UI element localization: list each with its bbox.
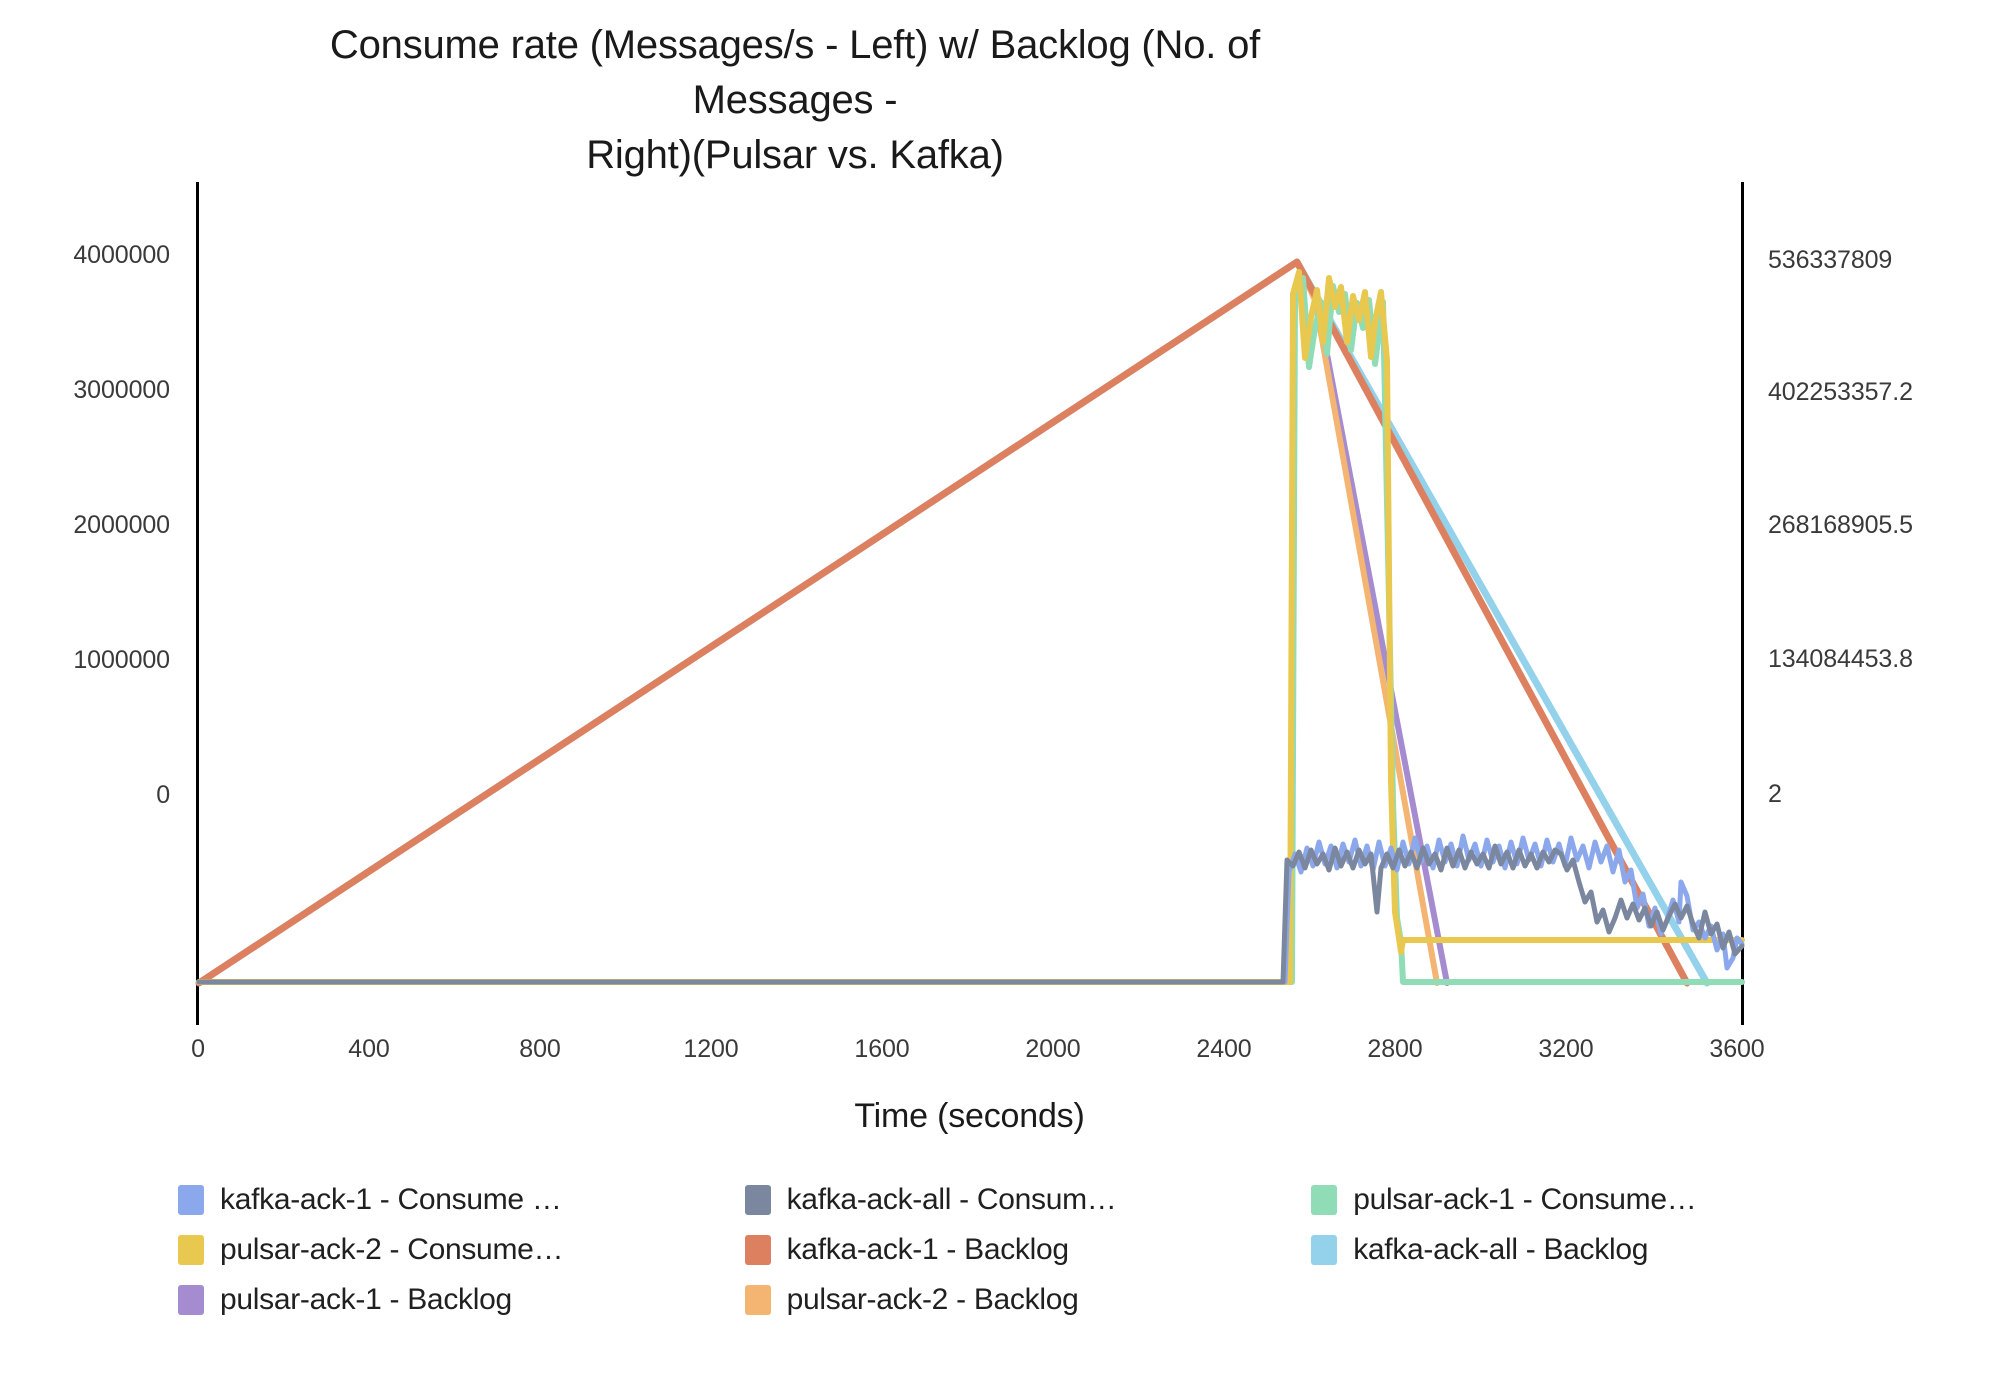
legend-item-kafka-ack-all-consume[interactable]: kafka-ack-all - Consum… [744,1183,1312,1217]
legend-item-label: kafka-ack-1 - Consume … [220,1183,562,1216]
legend-item-pulsar-ack-1-consume[interactable]: pulsar-ack-1 - Consume… [1311,1183,1878,1217]
y-axis-left-tick-2000000: 2000000 [73,511,170,539]
legend-item-label: kafka-ack-1 - Backlog [786,1233,1069,1266]
legend-swatch-icon [178,1185,204,1215]
legend-item-pulsar-ack-2-consume[interactable]: pulsar-ack-2 - Consume… [178,1233,745,1267]
y-axis-right-tick-536337809: 536337809 [1768,246,1893,274]
series-line-pulsar-ack-2-consume [196,269,1745,985]
legend-item-kafka-ack-1-consume[interactable]: kafka-ack-1 - Consume … [178,1183,745,1217]
y-axis-right-tick-2: 2 [1768,780,1782,808]
legend-swatch-icon [1311,1185,1338,1215]
x-axis-title: Time (seconds) [854,1097,1085,1135]
legend-item-label: kafka-ack-all - Consum… [786,1183,1117,1216]
series-line-kafka-ack-1-backlog [195,258,1691,987]
y-axis-right-tick-268168905: 268168905.5 [1768,511,1913,539]
legend-swatch-icon [744,1235,771,1265]
legend-swatch-icon [744,1185,771,1215]
series-line-pulsar-ack-2-backlog [196,259,1440,986]
x-axis-tick-2000: 2000 [1025,1035,1081,1063]
legend-swatch-icon [178,1235,204,1265]
series-line-kafka-ack-1-consume [196,833,1745,985]
x-axis-tick-3200: 3200 [1538,1035,1594,1063]
x-axis-tick-1600: 1600 [854,1035,910,1063]
legend-item-label: kafka-ack-all - Backlog [1353,1233,1649,1266]
x-axis-tick-2400: 2400 [1196,1035,1252,1063]
chart-title-line-1: Consume rate (Messages/s - Left) w/ Back… [329,23,1261,123]
x-axis-tick-1200: 1200 [683,1035,739,1063]
legend-item-label: pulsar-ack-1 - Backlog [220,1283,512,1316]
series-line-kafka-ack-all-consume [196,843,1745,985]
plot-area [195,182,1745,1023]
legend-swatch-icon [1311,1235,1338,1265]
series-line-pulsar-ack-1-backlog [196,259,1450,986]
chart-title-line-2: Right)(Pulsar vs. Kafka) [586,133,1004,178]
legend-item-pulsar-ack-2-backlog[interactable]: pulsar-ack-2 - Backlog [744,1283,1312,1317]
legend-item-label: pulsar-ack-2 - Consume… [220,1233,564,1266]
x-axis-tick-2800: 2800 [1367,1035,1423,1063]
legend-swatch-icon [178,1285,204,1315]
plot-svg [195,258,1745,987]
y-axis-right-tick-402253357: 402253357.2 [1768,378,1913,406]
y-axis-right-spine [1741,182,1744,1025]
legend-item-pulsar-ack-1-backlog[interactable]: pulsar-ack-1 - Backlog [178,1283,745,1317]
y-axis-left-tick-3000000: 3000000 [73,376,170,404]
chart-title: Consume rate (Messages/s - Left) w/ Back… [280,18,1310,184]
legend-item-label: pulsar-ack-2 - Backlog [786,1283,1079,1316]
y-axis-left-tick-1000000: 1000000 [73,646,170,674]
y-axis-right-tick-134084453: 134084453.8 [1768,645,1913,673]
x-axis-tick-800: 800 [519,1035,561,1063]
y-axis-left-tick-4000000: 4000000 [73,241,170,269]
x-axis-tick-3600: 3600 [1709,1035,1765,1063]
legend-swatch-icon [744,1285,771,1315]
x-axis-tick-0: 0 [191,1035,205,1063]
legend-item-kafka-ack-1-backlog[interactable]: kafka-ack-1 - Backlog [744,1233,1312,1267]
series-line-pulsar-ack-1-consume [196,275,1745,985]
chart-legend: kafka-ack-1 - Consume … kafka-ack-all - … [178,1183,1878,1317]
y-axis-left-spine [196,182,199,1025]
legend-item-label: pulsar-ack-1 - Consume… [1353,1183,1697,1216]
series-line-kafka-ack-all-backlog [195,258,1711,987]
legend-item-kafka-ack-all-backlog[interactable]: kafka-ack-all - Backlog [1311,1233,1878,1267]
x-axis-tick-400: 400 [348,1035,390,1063]
y-axis-left-tick-0: 0 [156,781,170,809]
